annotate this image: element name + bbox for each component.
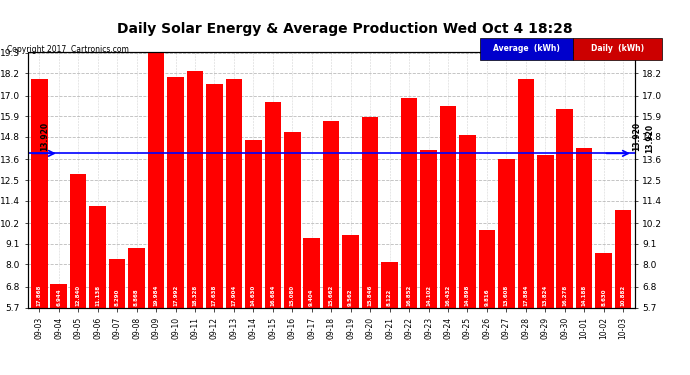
Bar — [245, 140, 262, 308]
Text: 16.852: 16.852 — [406, 284, 411, 306]
Bar — [459, 135, 475, 308]
Text: 13.920: 13.920 — [632, 122, 641, 150]
Bar — [148, 40, 164, 308]
Bar — [70, 174, 86, 308]
Text: 19.984: 19.984 — [154, 284, 159, 306]
Text: 13.824: 13.824 — [543, 284, 548, 306]
Bar — [382, 262, 398, 308]
Bar — [109, 259, 126, 308]
Text: 16.684: 16.684 — [270, 284, 275, 306]
Bar — [498, 159, 515, 308]
Bar — [90, 206, 106, 308]
Text: 17.638: 17.638 — [212, 284, 217, 306]
Bar — [615, 210, 631, 308]
Text: 14.898: 14.898 — [465, 284, 470, 306]
Bar — [576, 148, 593, 308]
Text: 9.816: 9.816 — [484, 288, 489, 306]
Bar — [31, 80, 48, 308]
Text: 11.138: 11.138 — [95, 285, 100, 306]
Bar — [479, 230, 495, 308]
Bar — [362, 117, 378, 308]
Bar — [595, 253, 612, 308]
Bar — [187, 71, 204, 308]
Bar — [420, 150, 437, 308]
Bar — [284, 132, 301, 308]
Bar — [226, 79, 242, 308]
Text: 12.840: 12.840 — [76, 285, 81, 306]
Text: 17.868: 17.868 — [37, 284, 42, 306]
Bar — [342, 235, 359, 308]
Text: 17.904: 17.904 — [231, 284, 237, 306]
Bar — [556, 109, 573, 307]
Text: Daily Solar Energy & Average Production Wed Oct 4 18:28: Daily Solar Energy & Average Production … — [117, 22, 573, 36]
Text: 17.992: 17.992 — [173, 284, 178, 306]
Bar — [518, 79, 534, 308]
Bar — [128, 248, 145, 308]
Text: 8.868: 8.868 — [134, 288, 139, 306]
Text: Average  (kWh): Average (kWh) — [493, 44, 560, 53]
Text: Copyright 2017  Cartronics.com: Copyright 2017 Cartronics.com — [7, 45, 129, 54]
Text: 9.404: 9.404 — [309, 288, 314, 306]
Bar — [401, 98, 417, 308]
Bar — [323, 121, 339, 308]
Text: 16.432: 16.432 — [446, 284, 451, 306]
Text: 13.920: 13.920 — [645, 124, 654, 153]
Text: 13.920: 13.920 — [41, 122, 50, 150]
Text: 14.102: 14.102 — [426, 285, 431, 306]
Text: 16.278: 16.278 — [562, 284, 567, 306]
Text: 15.080: 15.080 — [290, 285, 295, 306]
Text: 13.608: 13.608 — [504, 284, 509, 306]
Text: 18.328: 18.328 — [193, 284, 197, 306]
Text: 17.884: 17.884 — [523, 284, 529, 306]
Text: 8.122: 8.122 — [387, 288, 392, 306]
Bar — [50, 284, 67, 308]
Bar — [206, 84, 223, 308]
Bar — [167, 77, 184, 308]
Text: 15.846: 15.846 — [368, 284, 373, 306]
Text: 15.662: 15.662 — [328, 284, 334, 306]
Text: 8.630: 8.630 — [601, 288, 606, 306]
Bar — [537, 155, 553, 308]
Bar — [440, 106, 456, 307]
Text: 8.290: 8.290 — [115, 288, 119, 306]
Bar — [264, 102, 281, 308]
Text: 14.630: 14.630 — [251, 284, 256, 306]
Text: 10.882: 10.882 — [620, 285, 626, 306]
Text: Daily  (kWh): Daily (kWh) — [591, 44, 644, 53]
Text: 9.562: 9.562 — [348, 288, 353, 306]
Text: 14.188: 14.188 — [582, 284, 586, 306]
Bar — [304, 238, 320, 308]
Text: 6.944: 6.944 — [57, 288, 61, 306]
